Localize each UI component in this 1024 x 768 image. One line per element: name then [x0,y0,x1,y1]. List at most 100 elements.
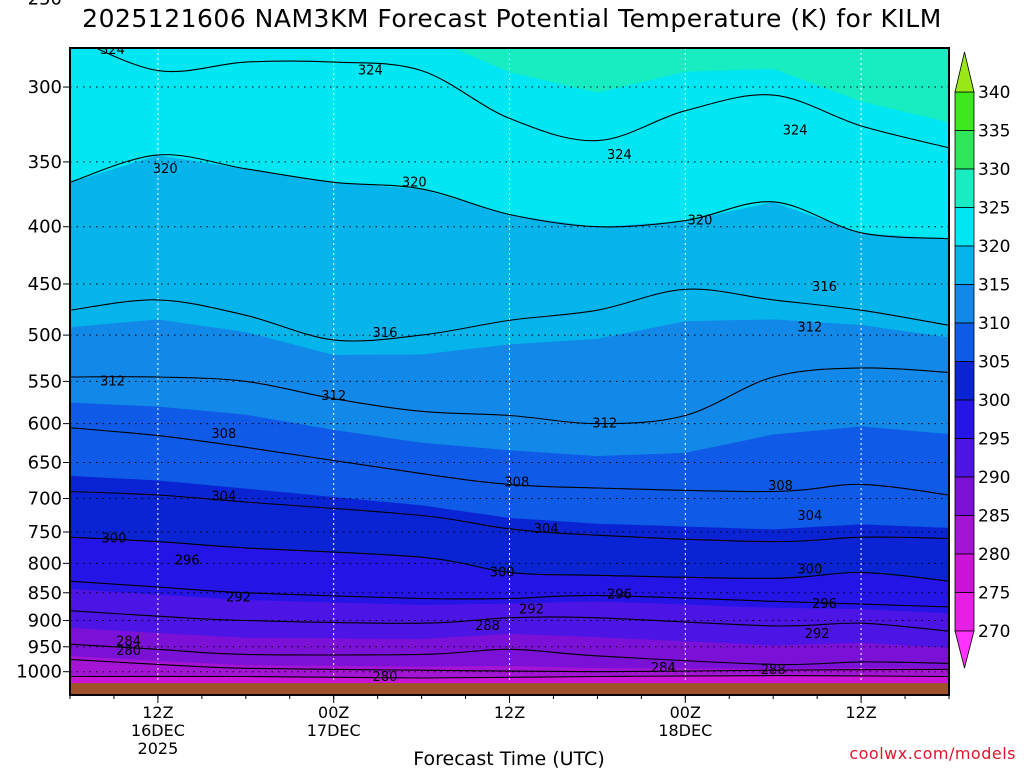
pressure-tick-label: 250 [28,0,62,10]
pressure-tick-label: 800 [28,553,62,574]
contour-label: 304 [534,522,559,537]
colorbar-tick-label: 275 [978,584,1010,604]
colorbar-tick-label: 315 [978,276,1010,296]
pressure-tick-label: 850 [28,583,62,604]
colorbar-tick-label: 310 [978,314,1010,334]
time-tick-label: 17DEC [307,721,361,740]
colorbar-tick-label: 330 [978,160,1010,180]
colorbar-segment [954,168,975,208]
pressure-tick-label: 550 [28,371,62,392]
theta-band-325 [453,48,949,123]
contour-label: 312 [321,389,346,404]
time-tick-label: 12Z [845,703,876,722]
isentrope-300 [70,536,949,582]
time-tick-label: 00Z [318,703,349,722]
colorbar-segment [954,592,975,632]
contour-label: 296 [812,597,837,612]
contour-label: 288 [475,619,500,634]
isentrope-280 [70,675,949,679]
contour-label: 324 [358,64,383,79]
time-tick-label: 2025 [138,739,179,758]
colorbar-segment [954,284,975,324]
colorbar-tick-label: 285 [978,507,1010,527]
contour-label: 288 [761,663,786,678]
colorbar-tick-label: 300 [978,391,1010,411]
contour-label: 324 [100,43,125,58]
contour-label: 292 [226,590,251,605]
colorbar-tick-label: 280 [978,545,1010,565]
contour-label: 324 [607,148,632,163]
pressure-tick-label: 1000 [16,662,62,683]
contour-label: 280 [373,670,398,685]
pressure-tick-label: 700 [28,488,62,509]
contour-label: 296 [607,587,632,602]
ground-strip [70,683,949,695]
colorbar-tick-label: 305 [978,353,1010,373]
pressure-tick-label: 950 [28,637,62,658]
contour-label: 316 [812,280,837,295]
contour-label: 300 [490,565,515,580]
isentrope-328 [70,0,949,45]
isentrope-284 [70,658,949,673]
contour-label: 292 [519,603,544,618]
contour-label: 308 [504,475,529,490]
isentrope-312 [70,367,949,425]
isentrope-316 [70,288,949,342]
time-tick-label: 00Z [670,703,701,722]
colorbar-segment [954,553,975,593]
contour-label: 284 [116,635,141,650]
colorbar-tick-label: 270 [978,622,1010,642]
colorbar-segment [954,322,975,362]
contour-label: 304 [797,509,822,524]
colorbar-segment [954,399,975,439]
contour-label: 312 [100,374,125,389]
colorbar-arrow-bottom [954,630,975,669]
pressure-tick-label: 900 [28,611,62,632]
contour-label: 300 [102,531,127,546]
contour-label: 284 [651,661,676,676]
contour-label: 312 [797,320,822,335]
colorbar-tick-label: 320 [978,237,1010,257]
plot-area: 3363323363323283283243243283243243203203… [69,0,950,696]
source-credit: coolwx.com/models [849,744,1016,763]
contour-label: 320 [402,175,427,190]
contour-label: 312 [592,417,617,432]
isentrope-296 [70,580,949,608]
contour-label: 308 [768,479,793,494]
colorbar-segment [954,245,975,285]
isentrope-304 [70,490,949,543]
colorbar-tick-label: 290 [978,468,1010,488]
isentrope-320 [70,154,949,240]
chart-title: 2025121606 NAM3KM Forecast Potential Tem… [82,4,942,33]
pressure-tick-label: 500 [28,325,62,346]
theta-band-330 [70,0,949,7]
contour-label-layer: 3363323363323283283243243283243243203203… [100,43,837,685]
contour-label: 320 [153,162,178,177]
x-axis-label: Forecast Time (UTC) [413,748,604,768]
colorbar: 340 335 330 325 320 315 310 305 300 295 290 285 280 2… [954,51,1010,669]
time-tick-label: 16DEC [131,721,185,740]
contour-label: 308 [211,427,236,442]
colorbar-tick-label: 340 [978,83,1010,103]
time-tick-label: 12Z [494,703,525,722]
contour-label: 320 [688,214,713,229]
pressure-tick-label: 300 [28,77,62,98]
pressure-tick-label: 600 [28,414,62,435]
colorbar-segment [954,361,975,401]
contour-label: 304 [211,489,236,504]
colorbar-tick-label: 295 [978,430,1010,450]
time-tick-label: 18DEC [658,721,712,740]
pressure-tick-label: 650 [28,453,62,474]
pressure-tick-label: 400 [28,217,62,238]
colorbar-segment [954,207,975,247]
pressure-tick-label: 450 [28,274,62,295]
pressure-tick-label: 750 [28,522,62,543]
isentrope-324 [94,48,949,149]
colorbar-segment [954,438,975,478]
pressure-axis: 1000 950 900 850 800 750 700 650 600 550 500 450 400… [16,0,70,683]
contour-label: 316 [373,326,398,341]
contour-label: 280 [116,644,141,659]
contour-label: 300 [797,562,822,577]
